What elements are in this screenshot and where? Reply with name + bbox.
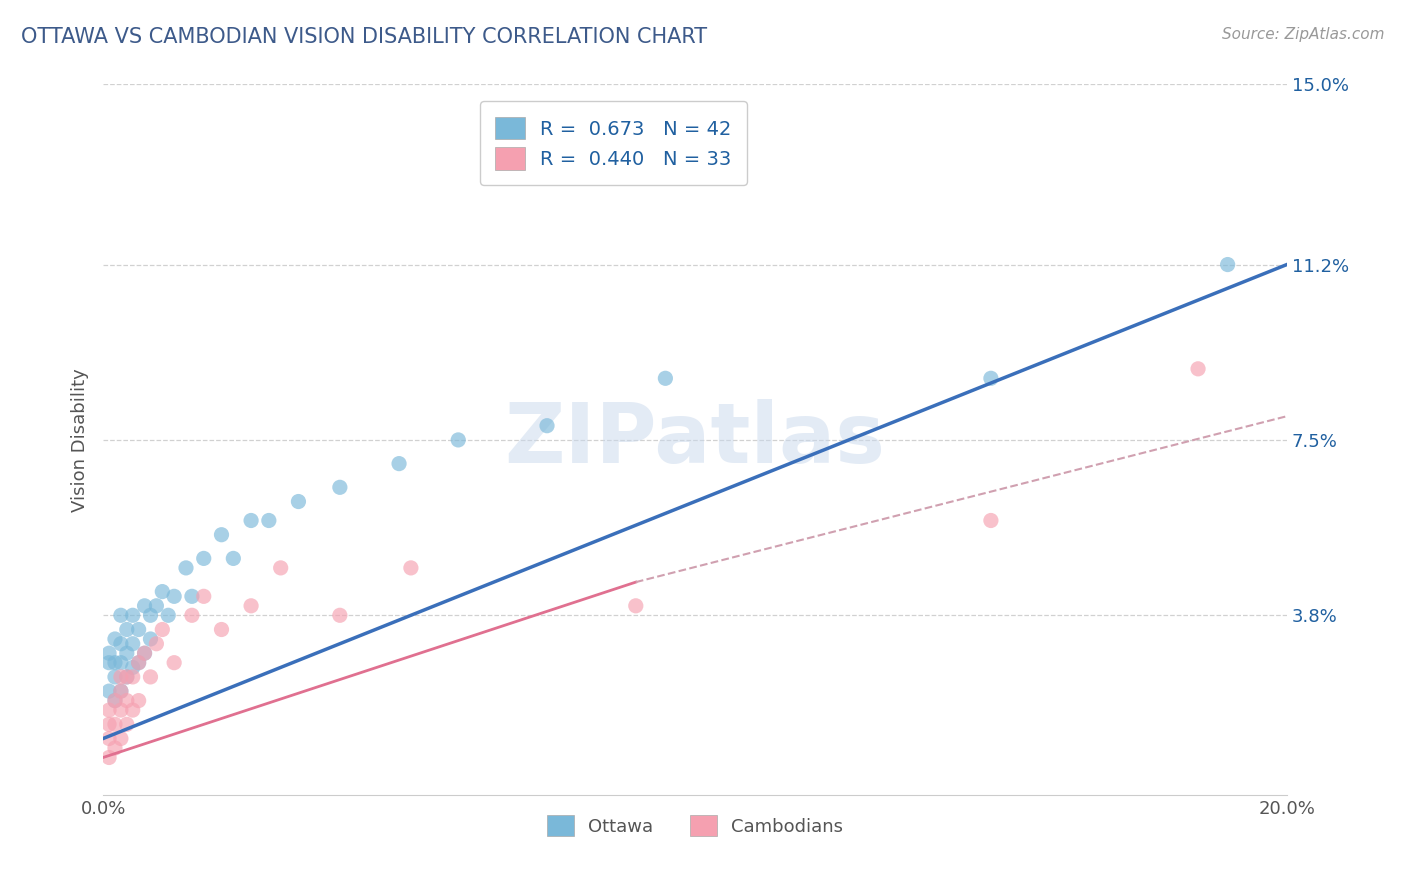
Point <box>157 608 180 623</box>
Y-axis label: Vision Disability: Vision Disability <box>72 368 89 512</box>
Point <box>110 637 132 651</box>
Point <box>134 599 156 613</box>
Point <box>180 590 202 604</box>
Point <box>115 623 138 637</box>
Point <box>163 656 186 670</box>
Point <box>150 623 173 637</box>
Point <box>150 584 173 599</box>
Point <box>139 632 162 646</box>
Point <box>399 561 422 575</box>
Point <box>145 637 167 651</box>
Point <box>180 608 202 623</box>
Point <box>654 371 676 385</box>
Point <box>128 693 150 707</box>
Point <box>110 703 132 717</box>
Text: OTTAWA VS CAMBODIAN VISION DISABILITY CORRELATION CHART: OTTAWA VS CAMBODIAN VISION DISABILITY CO… <box>21 27 707 46</box>
Point <box>121 660 143 674</box>
Point <box>145 599 167 613</box>
Point <box>134 646 156 660</box>
Point <box>222 551 245 566</box>
Point <box>98 646 121 660</box>
Point <box>110 670 132 684</box>
Point <box>193 551 215 566</box>
Point <box>128 656 150 670</box>
Point <box>104 656 127 670</box>
Point <box>121 637 143 651</box>
Point <box>115 717 138 731</box>
Point <box>174 561 197 575</box>
Point <box>115 670 138 684</box>
Point <box>128 623 150 637</box>
Point <box>115 670 138 684</box>
Point <box>115 693 138 707</box>
Point <box>110 656 132 670</box>
Point <box>211 623 233 637</box>
Text: ZIPatlas: ZIPatlas <box>505 400 886 481</box>
Point <box>193 590 215 604</box>
Point <box>536 418 558 433</box>
Point <box>98 703 121 717</box>
Point <box>980 514 1002 528</box>
Point <box>1187 361 1209 376</box>
Point <box>115 646 138 660</box>
Point <box>104 717 127 731</box>
Point <box>121 608 143 623</box>
Point <box>139 608 162 623</box>
Point <box>980 371 1002 385</box>
Point <box>270 561 292 575</box>
Point <box>98 750 121 764</box>
Point <box>98 684 121 698</box>
Point <box>98 656 121 670</box>
Point <box>329 480 352 494</box>
Point <box>98 731 121 746</box>
Point <box>139 670 162 684</box>
Point <box>110 608 132 623</box>
Point <box>388 457 411 471</box>
Point <box>104 693 127 707</box>
Point <box>104 741 127 756</box>
Point <box>447 433 470 447</box>
Point <box>110 731 132 746</box>
Point <box>104 632 127 646</box>
Point <box>104 670 127 684</box>
Point <box>624 599 647 613</box>
Point <box>163 590 186 604</box>
Point <box>110 684 132 698</box>
Point <box>121 670 143 684</box>
Legend: Ottawa, Cambodians: Ottawa, Cambodians <box>540 808 851 843</box>
Point <box>257 514 280 528</box>
Point <box>128 656 150 670</box>
Text: Source: ZipAtlas.com: Source: ZipAtlas.com <box>1222 27 1385 42</box>
Point <box>98 717 121 731</box>
Point <box>240 599 263 613</box>
Point <box>134 646 156 660</box>
Point <box>240 514 263 528</box>
Point <box>110 684 132 698</box>
Point <box>121 703 143 717</box>
Point <box>1216 258 1239 272</box>
Point <box>104 693 127 707</box>
Point <box>211 527 233 541</box>
Point <box>329 608 352 623</box>
Point <box>287 494 309 508</box>
